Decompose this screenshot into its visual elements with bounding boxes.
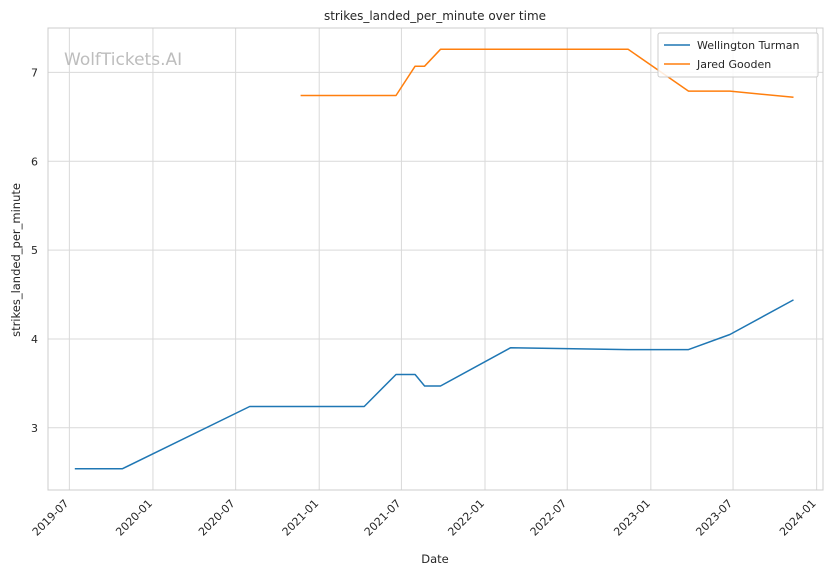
series-layer <box>74 48 794 470</box>
y-tick-label: 5 <box>31 244 38 257</box>
chart-title: strikes_landed_per_minute over time <box>324 9 546 23</box>
x-tick-label: 2022-01 <box>445 497 487 539</box>
x-tick-label: 2024-01 <box>777 497 819 539</box>
y-tick-label: 6 <box>31 155 38 168</box>
x-tick-label: 2023-07 <box>693 497 735 539</box>
y-tick-labels: 3 4 5 6 7 <box>31 66 38 434</box>
x-tick-label: 2020-01 <box>113 497 155 539</box>
series-line-wellington-turman <box>74 299 794 470</box>
grid-layer <box>48 28 823 490</box>
y-tick-label: 3 <box>31 422 38 435</box>
x-tick-label: 2022-07 <box>528 497 570 539</box>
watermark-text: WolfTickets.AI <box>64 50 182 70</box>
y-tick-label: 7 <box>31 66 38 79</box>
y-axis-label: strikes_landed_per_minute <box>9 183 23 337</box>
x-tick-label: 2023-01 <box>611 497 653 539</box>
x-tick-label: 2021-07 <box>362 497 404 539</box>
series-line-jared-gooden <box>300 48 794 99</box>
plot-frame <box>47 27 824 491</box>
x-tick-label: 2020-07 <box>196 497 238 539</box>
x-axis-label: Date <box>421 552 449 566</box>
legend-box <box>657 32 819 78</box>
x-tick-label: 2019-07 <box>30 497 72 539</box>
x-tick-labels: 2019-07 2020-01 2020-07 2021-01 2021-07 2022-… <box>30 497 819 539</box>
legend: Wellington Turman Jared Gooden <box>657 32 819 78</box>
legend-label-gooden: Jared Gooden <box>696 58 771 71</box>
y-tick-label: 4 <box>31 333 38 346</box>
x-tick-label: 2021-01 <box>280 497 322 539</box>
legend-label-wellington: Wellington Turman <box>697 39 799 52</box>
